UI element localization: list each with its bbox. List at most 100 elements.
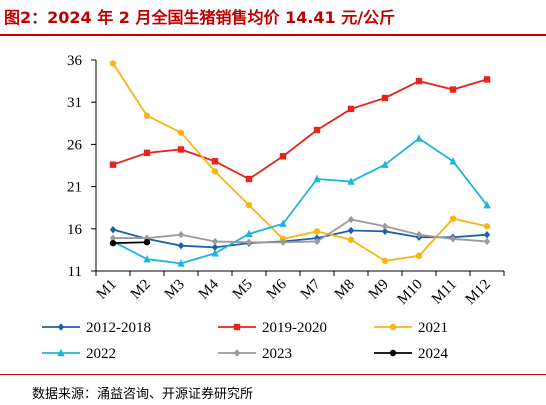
data-point [211,243,219,252]
legend-item: 2022 [42,346,116,362]
legend-label: 2024 [418,346,449,362]
x-tick-label: M10 [394,277,425,308]
legend-item: 2019-2020 [218,320,327,336]
x-tick-label: M12 [462,277,493,308]
legend-label: 2012-2018 [86,320,151,336]
data-point [347,236,355,243]
data-point [347,226,355,235]
chart-legend: 2012-2018 2019-2020 2021 2022 2023 2024 [42,320,449,362]
data-point [245,238,253,247]
data-point [245,201,253,209]
data-point [177,129,185,136]
series-2019-2020 [109,76,491,183]
legend-item: 2012-2018 [42,320,151,336]
legend-marker [389,349,397,357]
data-point [449,86,457,93]
data-point [415,231,423,239]
legend-marker [233,323,241,331]
chart-axes: 11 16 21 26 31 36 M1 M2 M3 M4 M5 M6 M7 M8 M9 M10 M11 M12 [67,53,505,308]
data-point [109,60,117,67]
data-point [313,237,321,246]
data-point [143,254,151,263]
data-point [483,200,491,209]
data-point [313,126,321,134]
series-line [112,62,488,262]
title-divider [0,34,546,36]
data-point [177,146,185,153]
legend-item: 2024 [374,346,449,362]
series-2023 [109,215,491,247]
legend-item: 2021 [374,320,448,336]
data-point [177,259,185,267]
figure-source: 数据来源：涌益咨询、开源证券研究所 [32,387,254,402]
data-point [143,112,151,119]
data-point [347,177,355,185]
data-point [313,228,321,235]
x-tick-label: M3 [162,277,188,303]
data-point [381,160,389,168]
data-point [381,222,389,230]
data-point [347,105,355,113]
x-tick-label: M7 [298,276,324,302]
data-point [211,158,219,165]
series-2021 [109,60,491,265]
source-divider [0,374,546,375]
legend-marker [389,323,397,331]
x-tick-label: M4 [196,276,222,302]
legend-label: 2021 [418,320,448,336]
x-tick-label: M9 [366,277,392,303]
legend-label: 2019-2020 [262,320,327,336]
series-2024 [109,239,151,247]
series-line [112,137,488,265]
data-point [279,238,287,247]
series-2012-2018 [109,225,491,252]
x-tick-label: M2 [128,277,154,303]
data-point [483,76,491,83]
legend-item: 2023 [218,346,292,362]
data-point [483,231,491,239]
data-point [381,257,389,265]
data-point [449,157,457,165]
y-tick-label: 36 [67,53,83,69]
data-point [211,249,219,257]
data-point [109,239,117,247]
x-tick-label: M5 [230,277,256,303]
legend-marker [57,323,65,331]
y-tick-label: 11 [68,264,82,280]
data-point [279,153,287,160]
data-point [143,234,151,242]
legend-marker [57,348,65,357]
data-point [415,77,423,85]
legend-label: 2022 [86,346,116,362]
x-tick-label: M6 [264,276,290,302]
data-point [109,234,117,242]
data-point [449,235,457,243]
series-2022 [109,134,491,267]
data-point [211,168,219,175]
legend-marker [233,349,241,357]
data-point [483,237,491,246]
data-point [211,237,219,246]
y-tick-label: 21 [67,180,82,196]
data-point [245,175,253,183]
y-tick-label: 16 [67,222,83,238]
x-tick-label: M1 [94,277,120,303]
data-point [313,174,321,183]
series-line [112,228,488,249]
data-point [109,225,117,234]
data-point [245,229,253,238]
x-tick-label: M11 [429,277,460,308]
chart-series [109,60,491,267]
data-point [279,219,287,227]
data-point [483,223,491,230]
data-point [415,252,423,260]
series-line [112,78,488,181]
data-point [449,215,457,222]
data-point [381,227,389,236]
series-line [112,241,148,245]
data-point [415,134,423,142]
data-point [143,149,151,157]
data-point [177,241,185,250]
data-point [143,239,151,246]
